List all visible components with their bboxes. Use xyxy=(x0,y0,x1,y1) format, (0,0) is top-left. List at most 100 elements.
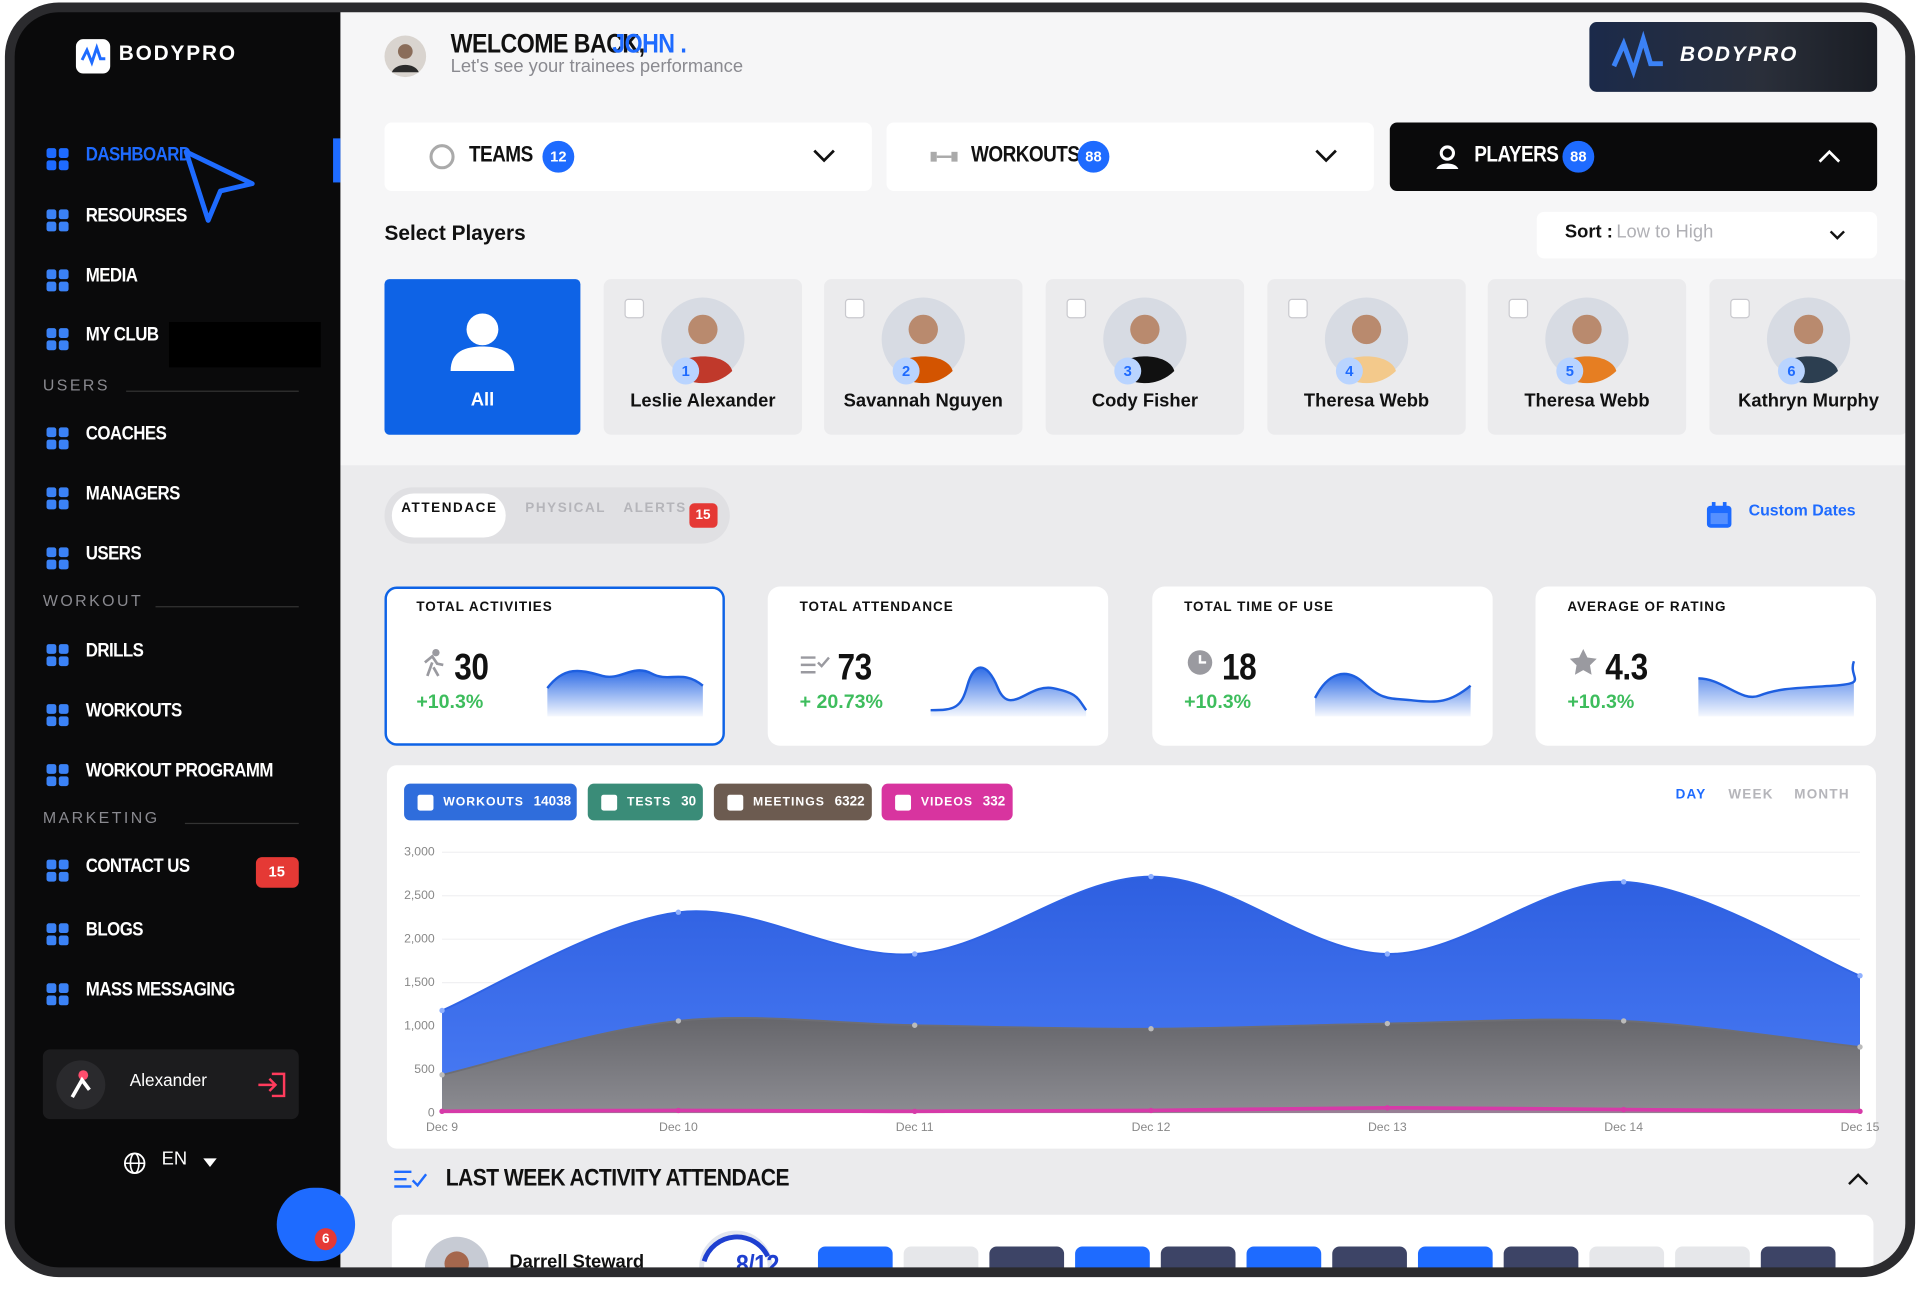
calendar-icon-part xyxy=(1722,502,1727,509)
day-cell xyxy=(1417,1246,1493,1270)
stat-card xyxy=(767,586,1109,746)
custom-dates[interactable]: Custom Dates xyxy=(1748,500,1856,520)
tab[interactable]: ATTENDACE xyxy=(401,500,498,516)
nav-icon xyxy=(46,547,69,570)
stat-sparkline-part xyxy=(930,667,1087,717)
nav-item[interactable]: WORKOUTS xyxy=(85,700,182,722)
nav-icon-part xyxy=(46,547,57,558)
nav-icon-part xyxy=(58,859,69,870)
logo-mark-part xyxy=(1611,30,1663,79)
nav-icon-part xyxy=(58,923,69,934)
player-checkbox[interactable] xyxy=(844,298,865,319)
player-checkbox[interactable] xyxy=(1066,298,1087,319)
chat-button[interactable] xyxy=(276,1187,356,1262)
sort-dropdown[interactable] xyxy=(1536,211,1878,259)
language[interactable]: EN xyxy=(161,1148,188,1170)
nav-icon-part xyxy=(46,656,57,667)
filter-chevron xyxy=(1818,149,1841,163)
nav-item[interactable]: MANAGERS xyxy=(85,483,181,505)
player-name: Savannah Nguyen xyxy=(843,390,1003,412)
group-divider xyxy=(184,822,299,825)
nav-item[interactable]: WORKOUT PROGRAMM xyxy=(85,760,274,782)
legend-chip[interactable]: WORKOUTS 14038 xyxy=(404,783,577,821)
player-name: Kathryn Murphy xyxy=(1738,390,1879,412)
group-title: WORKOUT xyxy=(42,591,144,610)
nav-item[interactable]: BLOGS xyxy=(85,919,144,941)
profile-avatar xyxy=(56,1060,106,1110)
filter-count: 88 xyxy=(1077,140,1110,173)
filter-icon-part xyxy=(429,144,455,170)
player-checkbox[interactable] xyxy=(1508,298,1529,319)
nav-item[interactable]: CONTACT US xyxy=(85,855,190,877)
legend-label: WORKOUTS xyxy=(443,795,524,809)
nav-icon-part xyxy=(46,923,57,934)
nav-item[interactable]: USERS xyxy=(85,543,142,565)
player-checkbox[interactable] xyxy=(1288,298,1308,319)
nav-item[interactable]: MEDIA xyxy=(85,265,138,287)
legend-chip[interactable]: VIDEOS 332 xyxy=(881,783,1013,821)
tab[interactable]: PHYSICAL xyxy=(525,500,607,516)
nav-icon xyxy=(46,269,69,292)
stat-icon xyxy=(1187,650,1213,675)
weekly-title: LAST WEEK ACTIVITY ATTENDACE xyxy=(445,1164,790,1192)
nav-item[interactable]: MASS MESSAGING xyxy=(85,979,236,1001)
day-cell xyxy=(1760,1246,1836,1270)
nav-icon-part xyxy=(58,160,69,171)
period-option[interactable]: MONTH xyxy=(1794,787,1850,803)
filter-dropdown[interactable] xyxy=(384,122,872,192)
stat-sparkline xyxy=(930,666,1088,717)
nav-icon-part xyxy=(58,995,69,1006)
stat-icon xyxy=(1569,648,1597,675)
weekly-player: Darrell Steward xyxy=(509,1251,645,1273)
stat-card xyxy=(1535,586,1876,746)
nav-icon-part xyxy=(58,871,69,882)
nav-item[interactable]: RESOURSES xyxy=(85,205,188,227)
filter-chevron-part xyxy=(813,149,835,163)
calendar-icon xyxy=(1706,502,1732,528)
legend-count: 6322 xyxy=(834,794,865,810)
stat-icon-part xyxy=(800,656,830,674)
filter-dropdown[interactable] xyxy=(886,122,1374,192)
nav-icon-part xyxy=(46,281,57,292)
filter-icon-part xyxy=(951,151,958,162)
stat-value: 18 xyxy=(1222,647,1257,689)
nav-icon-part xyxy=(46,716,57,727)
player-checkbox[interactable] xyxy=(1730,298,1750,319)
player-avatar-part xyxy=(1793,314,1824,345)
nav-icon-part xyxy=(58,148,69,158)
nav-icon xyxy=(46,859,69,882)
nav-icon-part xyxy=(58,764,69,774)
period-option[interactable]: DAY xyxy=(1675,787,1707,803)
nav-icon-part xyxy=(46,559,57,570)
day-cell xyxy=(1075,1246,1150,1270)
nav-item[interactable]: COACHES xyxy=(85,423,167,445)
cursor-arrow xyxy=(183,149,255,223)
nav-icon-part xyxy=(58,209,69,220)
legend-check xyxy=(601,794,618,811)
nav-active-indicator xyxy=(333,138,341,183)
brand-icon xyxy=(75,39,111,74)
logo-text: BODYPRO xyxy=(1680,42,1799,67)
nav-item[interactable]: MY CLUB xyxy=(85,324,159,346)
stat-change: +10.3% xyxy=(1184,691,1252,713)
filter-label: PLAYERS xyxy=(1474,142,1559,167)
nav-icon-part xyxy=(58,644,69,654)
nav-icon xyxy=(46,764,69,787)
nav-item[interactable]: DRILLS xyxy=(85,640,144,662)
player-checkbox[interactable] xyxy=(624,298,645,319)
player-all-icon xyxy=(450,313,515,372)
filter-chevron-part xyxy=(1315,149,1337,163)
nav-item[interactable]: DASHBOARD xyxy=(85,144,191,166)
period-option[interactable]: WEEK xyxy=(1728,787,1774,803)
alerts-badge: 15 xyxy=(695,508,711,523)
tab[interactable]: ALERTS xyxy=(623,500,687,516)
legend-chip[interactable]: MEETINGS 6322 xyxy=(713,783,872,821)
legend-check xyxy=(895,794,912,811)
stat-icon-part xyxy=(1198,655,1207,664)
legend-count: 332 xyxy=(982,794,1006,810)
filter-icon xyxy=(429,144,455,170)
nav-icon xyxy=(46,487,69,510)
legend-chip[interactable]: TESTS 30 xyxy=(587,783,703,821)
filter-dropdown[interactable] xyxy=(1389,122,1878,192)
filter-label: TEAMS xyxy=(468,142,533,167)
